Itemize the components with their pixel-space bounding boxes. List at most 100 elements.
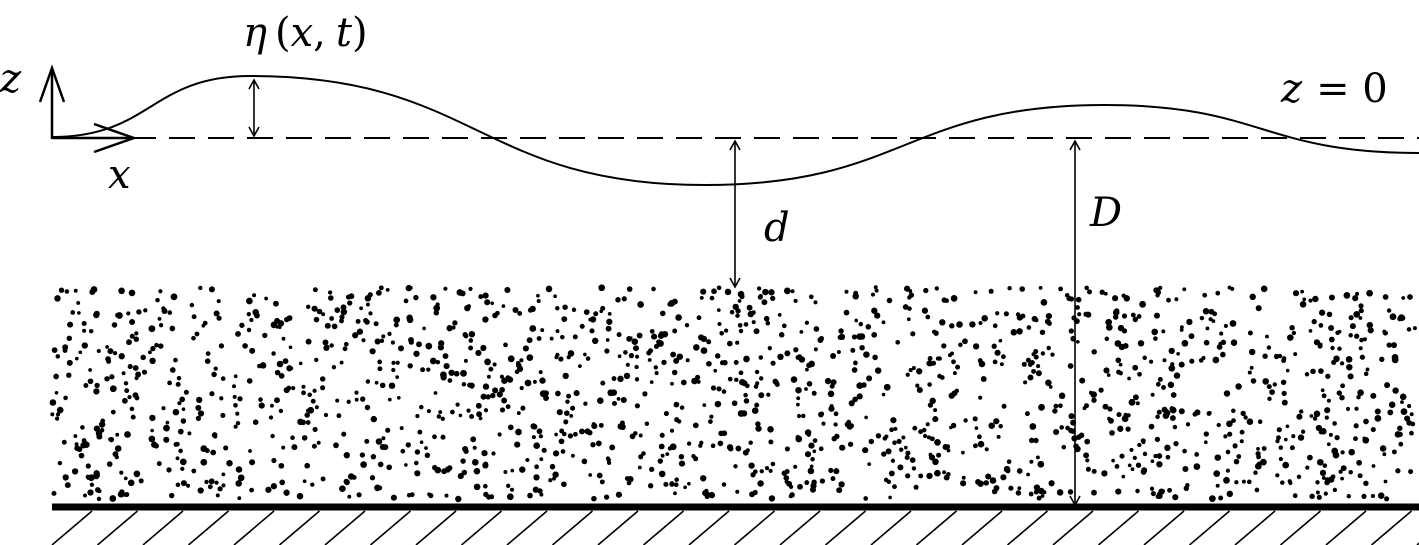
sediment-dot xyxy=(804,387,808,391)
sediment-dot xyxy=(419,404,424,410)
sediment-dot xyxy=(1202,308,1210,315)
sediment-dot xyxy=(87,489,94,496)
sediment-dot xyxy=(150,345,156,352)
sediment-dot xyxy=(1348,469,1353,475)
sediment-dot xyxy=(457,473,464,480)
sediment-dot xyxy=(671,298,678,305)
sediment-dot xyxy=(934,469,941,477)
sediment-dot xyxy=(790,376,798,383)
sediment-dot xyxy=(737,322,743,328)
sediment-dot xyxy=(1132,455,1137,461)
sediment-dot xyxy=(904,454,910,461)
sediment-dot xyxy=(1323,491,1328,496)
sediment-dot xyxy=(685,358,690,363)
sediment-dot xyxy=(873,285,878,290)
sediment-dot xyxy=(54,416,60,421)
sediment-dot xyxy=(693,456,699,462)
sediment-dot xyxy=(1172,494,1179,501)
sediment-dot xyxy=(76,446,83,453)
sediment-dot xyxy=(499,387,505,393)
sediment-dot xyxy=(716,285,722,291)
sediment-dot xyxy=(1105,318,1113,326)
sediment-dot xyxy=(124,431,131,438)
sediment-dot xyxy=(1316,458,1324,466)
sediment-dot xyxy=(847,441,854,447)
sediment-dot xyxy=(875,433,882,439)
sediment-dot xyxy=(258,402,265,409)
sediment-dot xyxy=(871,332,878,338)
sediment-dot xyxy=(1226,490,1234,498)
sediment-dot xyxy=(1154,436,1161,443)
sediment-dot xyxy=(600,380,606,386)
sediment-dot xyxy=(871,307,878,314)
sediment-dot xyxy=(373,321,379,327)
sediment-dot xyxy=(368,311,373,316)
sediment-dot xyxy=(1299,409,1304,414)
sediment-dot xyxy=(393,316,401,324)
sediment-dot xyxy=(700,347,708,354)
sediment-dot xyxy=(1233,458,1240,465)
sediment-dot xyxy=(1067,489,1074,495)
sediment-dot xyxy=(1202,292,1208,298)
sediment-dot xyxy=(356,328,364,335)
sediment-dot xyxy=(625,362,630,367)
sediment-dot xyxy=(129,319,136,325)
sediment-dot xyxy=(784,469,790,474)
sediment-dot xyxy=(1260,285,1268,293)
sediment-dot xyxy=(956,321,963,328)
sediment-dot xyxy=(1255,305,1262,312)
sediment-dot xyxy=(114,454,119,460)
sediment-dot xyxy=(1151,328,1159,336)
sediment-dot xyxy=(195,415,202,422)
sediment-dot xyxy=(633,345,639,352)
sediment-dot xyxy=(1135,401,1140,406)
sediment-dot xyxy=(1326,311,1333,318)
sediment-dot xyxy=(710,385,717,391)
hatch-line xyxy=(1143,510,1185,545)
sediment-dot xyxy=(734,377,739,383)
sediment-dot xyxy=(1285,424,1290,429)
sediment-dot xyxy=(1211,319,1216,323)
sediment-dot xyxy=(529,305,536,313)
sediment-dot xyxy=(466,408,471,413)
sediment-dot xyxy=(460,458,466,464)
sediment-dot xyxy=(1127,376,1131,381)
sediment-dot xyxy=(492,312,498,319)
sediment-dot xyxy=(1185,422,1191,427)
sediment-dot xyxy=(579,323,585,329)
sediment-dot xyxy=(226,459,233,467)
sediment-dot xyxy=(674,417,680,423)
sediment-dot xyxy=(301,390,306,396)
sediment-dot xyxy=(1356,395,1361,400)
sediment-dot xyxy=(235,480,242,487)
sediment-dot xyxy=(619,420,625,426)
sediment-dot xyxy=(1102,403,1109,410)
sediment-dot xyxy=(53,373,59,380)
sediment-dot xyxy=(249,459,256,466)
sediment-dot xyxy=(1176,351,1180,356)
sediment-dot xyxy=(1010,329,1018,336)
sediment-dot xyxy=(124,388,130,394)
sediment-dot xyxy=(1282,461,1290,469)
sediment-dot xyxy=(80,442,87,449)
sediment-dot xyxy=(912,425,918,431)
sediment-dot xyxy=(683,485,687,490)
sediment-dot xyxy=(777,313,782,317)
sediment-dot xyxy=(961,450,965,455)
sediment-dot xyxy=(278,408,284,414)
sediment-dot xyxy=(512,307,519,313)
sediment-dot xyxy=(405,442,411,448)
sediment-dot xyxy=(381,436,386,441)
sediment-dot xyxy=(809,464,814,469)
sediment-dot xyxy=(191,314,197,320)
sediment-dot xyxy=(653,365,658,370)
sediment-dot xyxy=(1406,420,1413,426)
sediment-dot xyxy=(1348,315,1354,321)
sediment-dot xyxy=(1287,479,1292,484)
sediment-dot xyxy=(1297,434,1305,441)
sediment-dot xyxy=(1305,465,1310,470)
sediment-dot xyxy=(1359,354,1366,360)
sediment-dot xyxy=(490,301,495,306)
sediment-dot xyxy=(395,375,400,379)
sediment-dot xyxy=(626,286,633,292)
